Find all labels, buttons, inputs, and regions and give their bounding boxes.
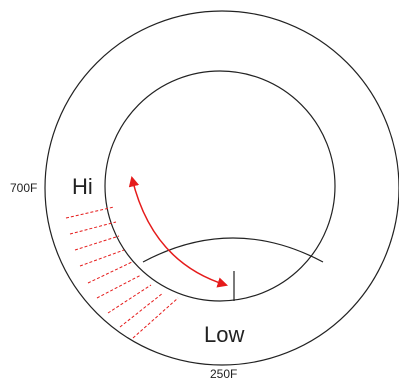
hi-label: Hi bbox=[72, 174, 93, 199]
low-label: Low bbox=[204, 322, 244, 347]
adjust-arrow bbox=[128, 175, 229, 288]
heat-hatch-marks bbox=[65, 206, 179, 339]
low-zone-arc bbox=[142, 237, 324, 263]
outer-ring bbox=[44, 10, 399, 366]
inner-dial bbox=[104, 70, 336, 302]
max-temp-label: 700F bbox=[10, 181, 37, 195]
min-temp-label: 250F bbox=[210, 367, 237, 381]
